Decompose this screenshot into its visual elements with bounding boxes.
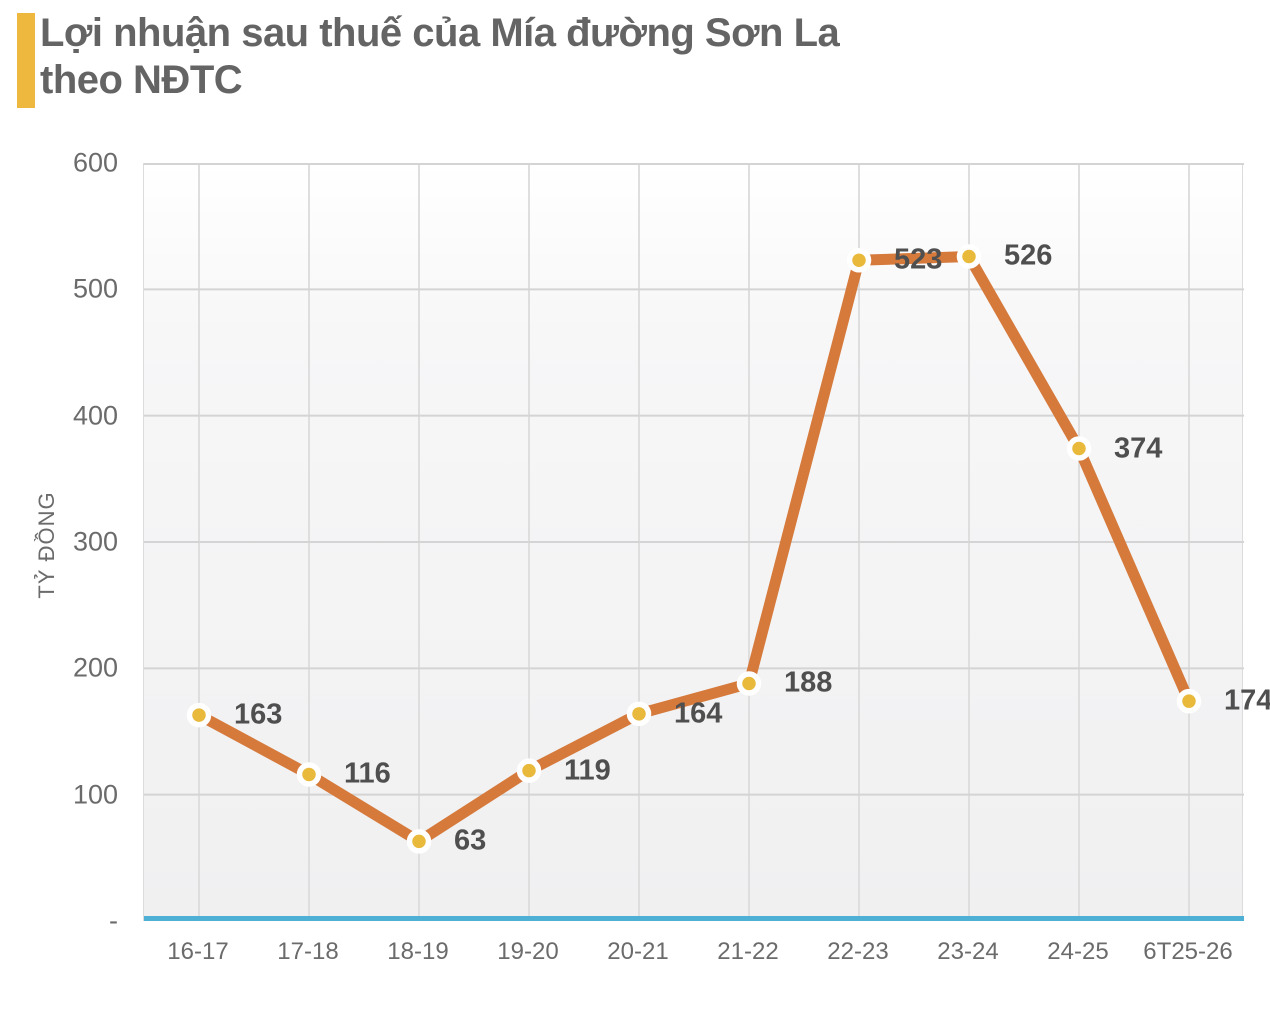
chart-title: Lợi nhuận sau thuế của Mía đường Sơn La t… [40, 10, 1040, 104]
y-tick-label: 300 [72, 526, 118, 557]
y-tick-label: 500 [72, 273, 118, 304]
x-axis-line [144, 916, 1244, 921]
data-point-marker [1176, 688, 1202, 714]
y-tick-label: 600 [72, 147, 118, 178]
x-tick-label: 24-25 [1047, 938, 1109, 965]
plot-area [143, 163, 1244, 921]
data-point-marker [626, 701, 652, 727]
y-tick-label: 400 [72, 400, 118, 431]
x-tick-label: 6T25-26 [1143, 938, 1233, 965]
data-point-marker [406, 829, 432, 854]
data-point-value-label: 163 [234, 698, 283, 731]
data-point-value-label: 374 [1114, 432, 1163, 464]
chart-title-line1: Lợi nhuận sau thuế của Mía đường Sơn La [40, 11, 840, 55]
data-point-marker [296, 762, 322, 787]
chart-title-line2: theo NĐTC [40, 58, 243, 102]
data-point-marker [1066, 436, 1092, 461]
x-tick-label: 22-23 [827, 938, 889, 965]
y-tick-label: 100 [72, 779, 118, 810]
x-tick-label: 19-20 [497, 938, 559, 965]
data-point-marker [516, 758, 542, 783]
data-point-value-label: 116 [344, 757, 391, 790]
title-accent-bar [17, 13, 35, 108]
data-point-value-label: 164 [674, 697, 723, 730]
x-tick-label: 23-24 [937, 938, 999, 965]
data-point-marker [956, 244, 982, 269]
data-point-marker [846, 248, 872, 273]
x-tick-label: 17-18 [277, 938, 339, 965]
data-point-value-label: 523 [894, 243, 943, 276]
x-tick-label: 21-22 [717, 938, 779, 965]
data-point-value-label: 63 [454, 824, 487, 857]
data-point-marker [736, 671, 762, 696]
x-tick-label: 18-19 [387, 938, 449, 965]
data-point-value-label: 119 [564, 754, 611, 787]
y-tick-label: - [109, 905, 118, 936]
series-line [193, 250, 1195, 847]
y-tick-label: 200 [72, 652, 118, 683]
x-tick-label: 20-21 [607, 938, 669, 965]
data-point-marker [186, 702, 212, 728]
data-point-value-label: 526 [1004, 239, 1053, 272]
data-point-value-label: 174 [1224, 684, 1270, 717]
x-tick-label: 16-17 [167, 938, 229, 965]
data-point-value-label: 188 [784, 666, 833, 699]
line-chart-canvas [144, 163, 1244, 921]
